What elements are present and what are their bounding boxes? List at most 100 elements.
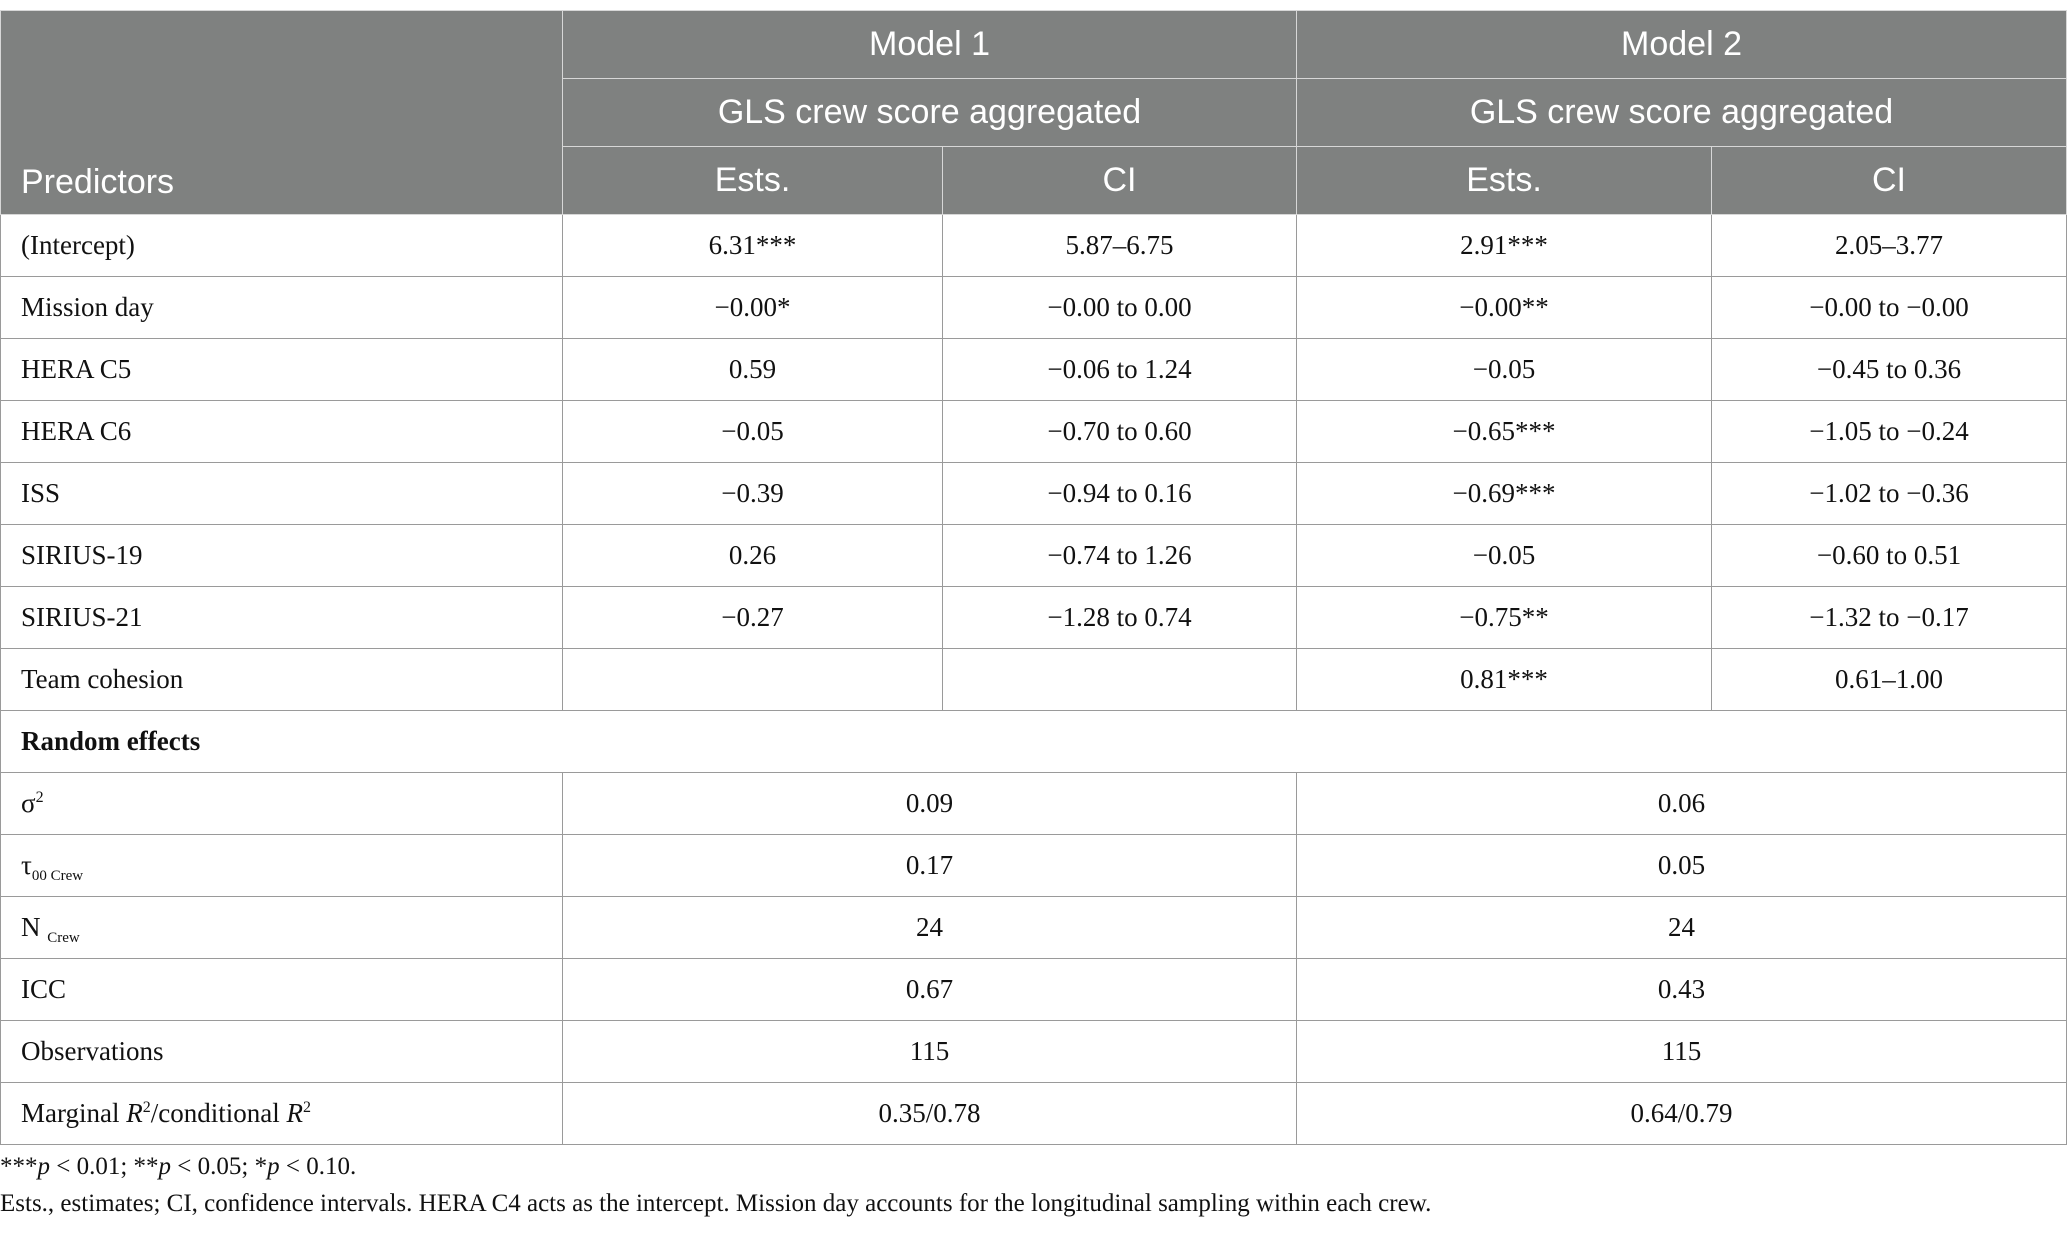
table-row: HERA C6 −0.05 −0.70 to 0.60 −0.65*** −1.… <box>0 400 2067 463</box>
m2-estimate: −0.69*** <box>1296 462 1712 525</box>
table-notes: ***p < 0.01; **p < 0.05; *p < 0.10. Ests… <box>0 1148 2066 1222</box>
m1-estimate: −0.00* <box>562 276 943 339</box>
r2-superscript: 2 <box>142 1099 151 1116</box>
m2-ci: −1.32 to −0.17 <box>1711 586 2067 649</box>
m1-ci: −0.70 to 0.60 <box>942 400 1297 463</box>
m1-estimate: 0.59 <box>562 338 943 401</box>
m2-estimate: −0.05 <box>1296 338 1712 401</box>
m1-ci: 5.87–6.75 <box>942 214 1297 277</box>
model2-header: Model 2 <box>1296 10 2067 79</box>
m1-n-crew: 24 <box>562 896 1297 959</box>
m1-estimate: −0.39 <box>562 462 943 525</box>
n-crew-label: N Crew <box>0 896 563 959</box>
m2-ci: −1.05 to −0.24 <box>1711 400 2067 463</box>
m1-ci: −0.74 to 1.26 <box>942 524 1297 587</box>
table-row: τ00 Crew 0.17 0.05 <box>0 834 2067 897</box>
table-row: Team cohesion 0.81*** 0.61–1.00 <box>0 648 2067 711</box>
model1-ci-header: CI <box>942 146 1297 215</box>
m1-estimate: −0.05 <box>562 400 943 463</box>
model1-ests-header: Ests. <box>562 146 943 215</box>
r2-r-symbol: R <box>126 1098 143 1128</box>
table-header: Predictors Model 1 Model 2 GLS crew scor… <box>0 10 2067 215</box>
m2-estimate: 0.81*** <box>1296 648 1712 711</box>
m1-r2: 0.35/0.78 <box>562 1082 1297 1145</box>
m1-tau00: 0.17 <box>562 834 1297 897</box>
m1-estimate: −0.27 <box>562 586 943 649</box>
m2-observations: 115 <box>1296 1020 2067 1083</box>
p-symbol: p <box>158 1153 172 1180</box>
n-symbol: N <box>21 912 48 942</box>
m1-sigma2: 0.09 <box>562 772 1297 835</box>
sigma-symbol: σ <box>21 788 36 818</box>
m1-estimate: 0.26 <box>562 524 943 587</box>
tau00-label: τ00 Crew <box>0 834 563 897</box>
m2-icc: 0.43 <box>1296 958 2067 1021</box>
sig-threshold-2: < 0.05; <box>171 1153 255 1180</box>
table-row: ISS −0.39 −0.94 to 0.16 −0.69*** −1.02 t… <box>0 462 2067 525</box>
model1-header: Model 1 <box>562 10 1297 79</box>
sig-threshold-3: < 0.10. <box>279 1153 357 1180</box>
row-label: SIRIUS-21 <box>0 586 563 649</box>
m2-ci: 0.61–1.00 <box>1711 648 2067 711</box>
p-symbol: p <box>37 1153 51 1180</box>
m1-ci: −0.94 to 0.16 <box>942 462 1297 525</box>
observations-label: Observations <box>0 1020 563 1083</box>
m2-estimate: −0.05 <box>1296 524 1712 587</box>
m1-ci: −0.06 to 1.24 <box>942 338 1297 401</box>
r2-label: Marginal R2/conditional R2 <box>0 1082 563 1145</box>
table-body: (Intercept) 6.31*** 5.87–6.75 2.91*** 2.… <box>0 214 2067 1145</box>
table-row: σ2 0.09 0.06 <box>0 772 2067 835</box>
m2-ci: −0.60 to 0.51 <box>1711 524 2067 587</box>
table-row: SIRIUS-21 −0.27 −1.28 to 0.74 −0.75** −1… <box>0 586 2067 649</box>
tau-symbol: τ <box>21 850 32 880</box>
row-label: HERA C5 <box>0 338 563 401</box>
m2-ci: −0.45 to 0.36 <box>1711 338 2067 401</box>
m2-estimate: −0.75** <box>1296 586 1712 649</box>
m1-ci: −0.00 to 0.00 <box>942 276 1297 339</box>
m2-tau00: 0.05 <box>1296 834 2067 897</box>
m2-sigma2: 0.06 <box>1296 772 2067 835</box>
sig-stars-3: *** <box>0 1153 38 1180</box>
m2-estimate: −0.00** <box>1296 276 1712 339</box>
n-subscript: Crew <box>47 930 80 946</box>
sig-threshold-1: < 0.01; <box>50 1153 134 1180</box>
row-label: ISS <box>0 462 563 525</box>
predictors-header: Predictors <box>0 10 563 215</box>
m2-ci: −0.00 to −0.00 <box>1711 276 2067 339</box>
tau-subscript: 00 Crew <box>31 868 84 884</box>
m2-ci: −1.02 to −0.36 <box>1711 462 2067 525</box>
r2-conditional-text: /conditional <box>150 1098 287 1128</box>
row-label: Mission day <box>0 276 563 339</box>
abbreviation-note: Ests., estimates; CI, confidence interva… <box>0 1190 1432 1217</box>
m1-ci <box>942 648 1297 711</box>
m2-ci: 2.05–3.77 <box>1711 214 2067 277</box>
model2-dv-header: GLS crew score aggregated <box>1296 78 2067 147</box>
sigma-superscript: 2 <box>35 789 44 806</box>
r2-r-symbol-2: R <box>286 1098 303 1128</box>
sigma2-label: σ2 <box>0 772 563 835</box>
model2-ests-header: Ests. <box>1296 146 1712 215</box>
row-label: Team cohesion <box>0 648 563 711</box>
table-row: N Crew 24 24 <box>0 896 2067 959</box>
r2-superscript-2: 2 <box>302 1099 311 1116</box>
regression-table-container: Predictors Model 1 Model 2 GLS crew scor… <box>0 10 2067 1145</box>
m2-estimate: −0.65*** <box>1296 400 1712 463</box>
table-row: HERA C5 0.59 −0.06 to 1.24 −0.05 −0.45 t… <box>0 338 2067 401</box>
row-label: (Intercept) <box>0 214 563 277</box>
m1-ci: −1.28 to 0.74 <box>942 586 1297 649</box>
m1-icc: 0.67 <box>562 958 1297 1021</box>
m2-n-crew: 24 <box>1296 896 2067 959</box>
m2-estimate: 2.91*** <box>1296 214 1712 277</box>
model2-ci-header: CI <box>1711 146 2067 215</box>
table-row: Observations 115 115 <box>0 1020 2067 1083</box>
regression-table: Predictors Model 1 Model 2 GLS crew scor… <box>0 10 2067 1145</box>
m1-observations: 115 <box>562 1020 1297 1083</box>
row-label: HERA C6 <box>0 400 563 463</box>
model1-dv-header: GLS crew score aggregated <box>562 78 1297 147</box>
random-effects-section-row: Random effects <box>0 710 2067 773</box>
table-row: Marginal R2/conditional R2 0.35/0.78 0.6… <box>0 1082 2067 1145</box>
m1-estimate: 6.31*** <box>562 214 943 277</box>
sig-stars-2: ** <box>133 1153 159 1180</box>
significance-note: ***p < 0.01; **p < 0.05; *p < 0.10. <box>0 1148 2066 1185</box>
m1-estimate <box>562 648 943 711</box>
